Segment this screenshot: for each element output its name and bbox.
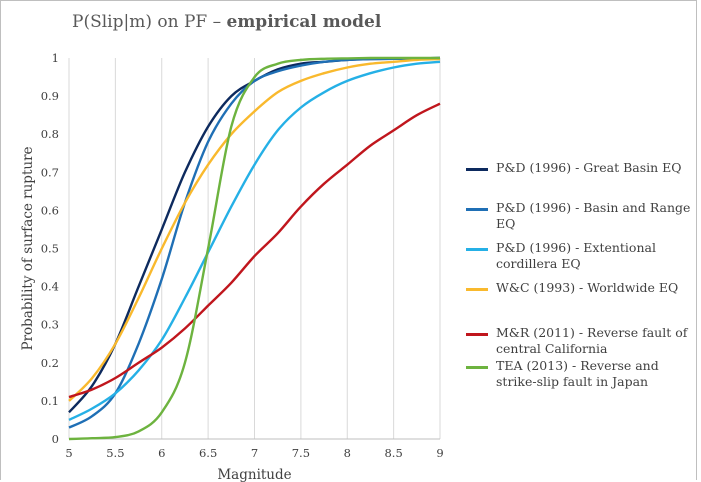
y-tick-label: 0.2 xyxy=(41,356,59,370)
series-line-2 xyxy=(68,60,441,421)
series-line-5 xyxy=(68,56,440,441)
legend-item: W&C (1993) - Worldwide EQ xyxy=(466,280,696,296)
series-lines xyxy=(68,56,441,441)
legend-swatch xyxy=(466,208,488,211)
legend-item: P&D (1996) - Great Basin EQ xyxy=(466,160,696,176)
legend-swatch xyxy=(466,366,488,369)
legend-swatch xyxy=(466,333,488,336)
legend-item: TEA (2013) - Reverse and strike-slip fau… xyxy=(466,358,696,390)
x-tick-label: 5 xyxy=(65,446,72,460)
legend-label: M&R (2011) - Reverse fault of central Ca… xyxy=(496,325,688,356)
chart-title-prefix: P(Slip|m) on PF – xyxy=(72,12,227,32)
legend-item: M&R (2011) - Reverse fault of central Ca… xyxy=(466,325,696,357)
y-tick-label: 0.4 xyxy=(41,280,59,294)
x-tick-label: 5.5 xyxy=(106,446,124,460)
series-line-4 xyxy=(68,102,441,399)
x-tick-label: 8 xyxy=(344,446,351,460)
y-tick-label: 0.3 xyxy=(41,318,59,332)
y-tick-label: 0.9 xyxy=(41,89,59,103)
chart-title-bold: empirical model xyxy=(226,12,382,32)
x-axis-label: Magnitude xyxy=(217,467,291,482)
y-tick-label: 0.8 xyxy=(41,127,59,141)
x-tick-label: 6 xyxy=(158,446,165,460)
y-tick-label: 0.1 xyxy=(41,394,59,408)
legend-label: P&D (1996) - Great Basin EQ xyxy=(496,160,682,175)
legend-item: P&D (1996) - Basin and Range EQ xyxy=(466,200,696,232)
chart-title: P(Slip|m) on PF – empirical model xyxy=(72,12,381,32)
y-tick-label: 0 xyxy=(52,432,59,446)
x-tick-label: 6.5 xyxy=(199,446,217,460)
y-tick-label: 0.7 xyxy=(41,165,59,179)
y-tick-label: 1 xyxy=(52,51,59,65)
x-tick-label: 9 xyxy=(436,446,443,460)
legend-label: P&D (1996) - Basin and Range EQ xyxy=(496,200,691,231)
x-tick-label: 7.5 xyxy=(292,446,310,460)
legend-label: P&D (1996) - Extentional cordillera EQ xyxy=(496,240,656,271)
y-tick-label: 0.6 xyxy=(41,203,59,217)
y-axis-label: Probability of surface rupture xyxy=(20,146,36,350)
legend-label: TEA (2013) - Reverse and strike-slip fau… xyxy=(496,358,659,389)
x-tick-label: 8.5 xyxy=(384,446,402,460)
grid-lines xyxy=(68,58,441,439)
x-tick-label: 7 xyxy=(251,446,258,460)
tick-labels: 5 5.5 6 6.5 7 7.5 8 8.5 9 0 0.1 0.2 0.3 0.4 0.5 0.6 0.7 0… xyxy=(41,51,444,460)
legend-swatch xyxy=(466,168,488,171)
legend-swatch xyxy=(466,288,488,291)
legend-item: P&D (1996) - Extentional cordillera EQ xyxy=(466,240,696,272)
legend-label: W&C (1993) - Worldwide EQ xyxy=(496,280,679,295)
series-line-3 xyxy=(68,57,441,402)
y-tick-label: 0.5 xyxy=(41,242,59,256)
legend-swatch xyxy=(466,248,488,251)
